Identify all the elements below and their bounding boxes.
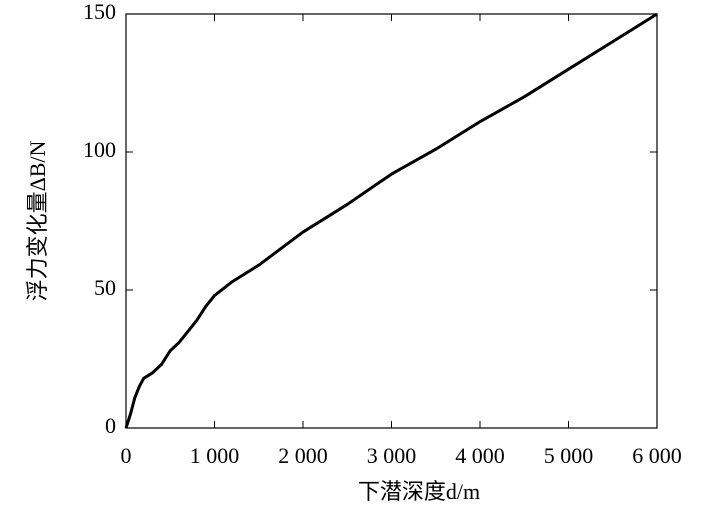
data-line: [124, 12, 658, 429]
x-tick-label: 6 000: [632, 443, 682, 468]
x-tick-label: 2 000: [278, 443, 328, 468]
y-tick-label: 150: [83, 0, 116, 24]
y-axis-label: 浮力变化量ΔB/N: [25, 140, 50, 301]
x-tick-label: 4 000: [455, 443, 505, 468]
y-tick-label: 0: [105, 413, 116, 438]
x-tick-label: 1 000: [190, 443, 240, 468]
y-tick-label: 100: [83, 137, 116, 162]
x-tick-label: 0: [121, 443, 132, 468]
plot-frame: [125, 13, 658, 429]
x-tick-label: 5 000: [544, 443, 594, 468]
y-tick-label: 50: [94, 275, 116, 300]
x-tick-label: 3 000: [367, 443, 417, 468]
x-axis-label: 下潜深度d/m: [358, 479, 480, 504]
